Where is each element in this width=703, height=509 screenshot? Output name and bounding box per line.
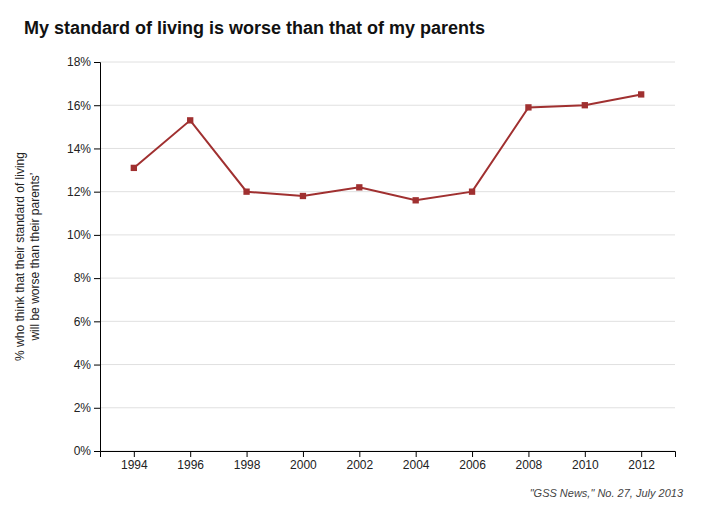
tick: 2%	[74, 401, 100, 415]
grid-line	[100, 191, 675, 192]
line	[134, 94, 641, 200]
grid-line	[100, 148, 675, 149]
marker	[525, 104, 531, 110]
tick: 2008	[516, 451, 543, 472]
tick-mark	[359, 451, 360, 457]
tick-mark	[190, 451, 191, 457]
tick-label: 14%	[67, 142, 91, 156]
tick-mark	[94, 408, 100, 409]
grid-line	[100, 364, 675, 365]
tick-mark	[472, 451, 473, 457]
marker	[131, 165, 137, 171]
marker	[469, 189, 475, 195]
tick-mark	[528, 451, 529, 457]
marker	[300, 193, 306, 199]
tick: 2000	[290, 451, 317, 472]
chart: 1994 1996 1998 2000 2002 2004 2006 2008 2010 2012…	[0, 0, 703, 509]
grid-line	[100, 234, 675, 235]
tick-mark	[94, 365, 100, 366]
tick-mark	[247, 451, 248, 457]
tick: 2012	[628, 451, 655, 472]
marker	[413, 197, 419, 203]
tick-label: 18%	[67, 55, 91, 69]
y-axis: 0% 2% 4% 6% 8% 10% 12% 14% 16% 18%	[67, 55, 101, 458]
tick: 8%	[74, 271, 100, 285]
tick-label: 2012	[628, 458, 655, 472]
marker	[638, 91, 644, 97]
tick-label: 0%	[74, 444, 92, 458]
tick-label: 16%	[67, 99, 91, 113]
tick-label: 2000	[290, 458, 317, 472]
marker	[582, 102, 588, 108]
marker	[187, 117, 193, 123]
axis-line	[94, 63, 101, 452]
grid-line	[100, 321, 675, 322]
tick: 2002	[346, 451, 373, 472]
tick-mark	[94, 148, 100, 149]
tick: 14%	[67, 142, 100, 156]
annotation: "GSS News," No. 27, July 2013	[530, 487, 684, 499]
axis-line	[101, 452, 676, 458]
tick-mark	[94, 321, 100, 322]
tick-label: 2010	[572, 458, 599, 472]
grid-line	[100, 62, 675, 63]
tick: 16%	[67, 99, 100, 113]
marker	[243, 189, 249, 195]
tick: 1998	[234, 451, 261, 472]
marker	[356, 184, 362, 190]
tick-mark	[94, 192, 100, 193]
tick: 18%	[67, 55, 100, 69]
tick-label: 12%	[67, 185, 91, 199]
tick: 2006	[459, 451, 486, 472]
tick: 0%	[74, 444, 100, 458]
tick-mark	[641, 451, 642, 457]
tick-mark	[94, 235, 100, 236]
y-axis-title: % who think that their standard of livin…	[13, 152, 42, 361]
tick-label: 2%	[74, 401, 92, 415]
tick: 10%	[67, 228, 100, 242]
tick: 2004	[403, 451, 430, 472]
tick-label: 2002	[346, 458, 373, 472]
tick-label: 10%	[67, 228, 91, 242]
tick-label: 1994	[121, 458, 148, 472]
tick: 12%	[67, 185, 100, 199]
grid-line	[100, 278, 675, 279]
tick: 1996	[177, 451, 204, 472]
x-axis: 1994 1996 1998 2000 2002 2004 2006 2008 2010 2012	[101, 451, 676, 472]
plot: 1994 1996 1998 2000 2002 2004 2006 2008 2010 2012…	[67, 55, 676, 471]
tick-label: 2006	[459, 458, 486, 472]
tick-label: 2004	[403, 458, 430, 472]
y-axis-title-line: % who think that their standard of livin…	[13, 152, 27, 361]
marks	[131, 91, 645, 203]
tick-label: 1996	[177, 458, 204, 472]
grid	[100, 62, 675, 451]
tick: 1994	[121, 451, 148, 472]
tick-mark	[94, 451, 100, 452]
tick-label: 8%	[74, 271, 92, 285]
tick-label: 1998	[234, 458, 261, 472]
tick-mark	[94, 62, 100, 63]
tick: 4%	[74, 358, 100, 372]
tick-label: 6%	[74, 315, 92, 329]
tick: 2010	[572, 451, 599, 472]
tick-mark	[94, 105, 100, 106]
grid-line	[100, 407, 675, 408]
tick: 6%	[74, 315, 100, 329]
tick-mark	[134, 451, 135, 457]
tick-label: 4%	[74, 358, 92, 372]
y-axis-title-line: will be worse than their parents’	[28, 172, 42, 341]
tick-mark	[585, 451, 586, 457]
tick-mark	[303, 451, 304, 457]
tick-mark	[94, 278, 100, 279]
tick-label: 2008	[516, 458, 543, 472]
tick-mark	[416, 451, 417, 457]
title: My standard of living is worse than that…	[24, 18, 485, 38]
